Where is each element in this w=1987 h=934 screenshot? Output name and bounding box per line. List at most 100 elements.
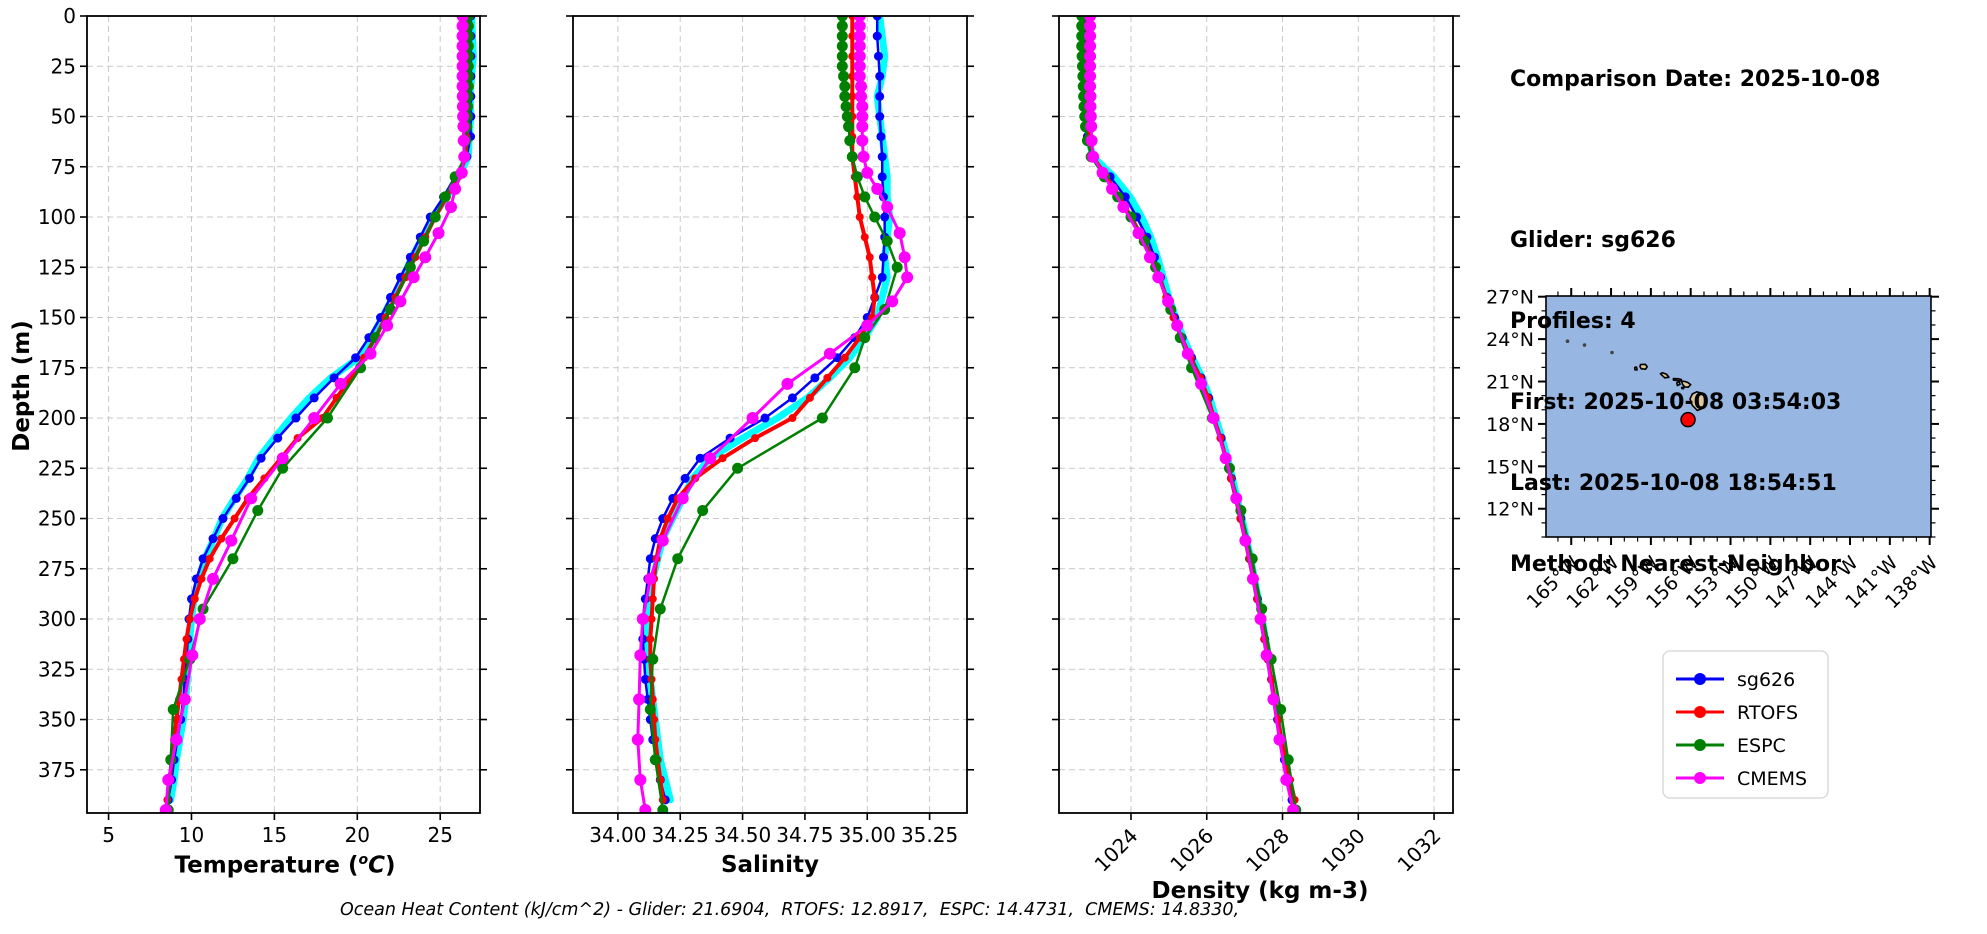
series-marker-ESPC xyxy=(672,553,684,565)
legend-label-ESPC: ESPC xyxy=(1737,735,1786,757)
series-marker-CMEMS xyxy=(458,150,471,163)
map-ocean xyxy=(1546,296,1931,537)
series-line-sg626_raw xyxy=(1082,16,1297,804)
series-marker-CMEMS xyxy=(1287,803,1300,813)
axes-spines xyxy=(86,15,481,814)
depth-tick-label: 325 xyxy=(38,657,76,681)
series-marker-CMEMS xyxy=(823,347,836,360)
map-island xyxy=(1672,377,1683,382)
series-marker-sg626 xyxy=(273,433,283,443)
series-marker-RTOFS xyxy=(860,233,869,242)
series-marker-CMEMS xyxy=(276,452,289,465)
legend-marker-sg626 xyxy=(1694,673,1706,685)
series-marker-CMEMS xyxy=(857,150,870,163)
series-marker-sg626 xyxy=(640,674,650,684)
series-marker-CMEMS xyxy=(676,492,689,505)
x-tick-label: 1028 xyxy=(1241,824,1294,877)
info-spacer xyxy=(1510,147,1880,173)
series-marker-sg626 xyxy=(680,473,690,483)
series-marker-RTOFS xyxy=(647,615,656,624)
depth-tick-label: 25 xyxy=(51,54,76,78)
series-marker-CMEMS xyxy=(1096,166,1109,179)
series-marker-CMEMS xyxy=(456,70,469,83)
degree-sup: o xyxy=(358,852,369,868)
series-marker-CMEMS xyxy=(1085,134,1098,147)
series-marker-CMEMS xyxy=(456,50,469,63)
series-marker-ESPC xyxy=(644,703,656,715)
series-line-RTOFS xyxy=(648,16,877,802)
series-marker-sg626 xyxy=(875,91,885,101)
map-island xyxy=(1659,371,1670,379)
series-line-sg626 xyxy=(641,16,886,802)
series-marker-sg626 xyxy=(877,152,887,162)
series-marker-ESPC xyxy=(891,261,903,273)
series-marker-RTOFS xyxy=(751,434,760,443)
series-marker-ESPC xyxy=(846,151,858,163)
x-tick-label: 35.00 xyxy=(839,823,896,847)
series-marker-CMEMS xyxy=(456,80,469,93)
series-marker-CMEMS xyxy=(225,534,238,547)
series-marker-CMEMS xyxy=(1152,271,1165,284)
series-marker-CMEMS xyxy=(1280,773,1293,786)
x-tick-label: 1030 xyxy=(1317,824,1370,877)
salinity-axis-label: Salinity xyxy=(720,852,820,878)
map-island xyxy=(1680,386,1685,390)
series-line-RTOFS xyxy=(1085,16,1297,802)
series-marker-ESPC xyxy=(836,40,848,52)
x-tick-label: 20 xyxy=(345,823,370,847)
series-marker-ESPC xyxy=(404,261,416,273)
legend-label-CMEMS: CMEMS xyxy=(1737,768,1807,790)
info-panel: Comparison Date: 2025-10-08 Glider: sg62… xyxy=(1510,12,1880,632)
series-marker-CMEMS xyxy=(656,534,669,547)
temperature-axis-label: Temperature (oC) xyxy=(174,852,396,879)
legend-box xyxy=(1662,650,1829,799)
series-marker-RTOFS xyxy=(853,192,862,201)
series-marker-CMEMS xyxy=(455,166,468,179)
series-marker-ESPC xyxy=(1076,40,1088,52)
series-marker-RTOFS xyxy=(865,253,874,262)
series-marker-CMEMS xyxy=(162,773,175,786)
series-marker-CMEMS xyxy=(856,100,869,113)
map-islet xyxy=(1582,343,1587,347)
series-marker-ESPC xyxy=(1076,30,1088,42)
series-marker-CMEMS xyxy=(1207,412,1220,425)
series-marker-CMEMS xyxy=(1260,649,1273,662)
x-tick-label: 35.25 xyxy=(901,823,958,847)
series-marker-ESPC xyxy=(836,50,848,62)
series-marker-CMEMS xyxy=(1117,200,1130,213)
x-tick-label: 5 xyxy=(102,823,115,847)
series-marker-ESPC xyxy=(836,60,848,72)
series-marker-ESPC xyxy=(657,804,669,813)
series-marker-CMEMS xyxy=(1162,295,1175,308)
map-island xyxy=(1676,381,1681,387)
series-marker-CMEMS xyxy=(881,200,894,213)
series-marker-CMEMS xyxy=(178,693,191,706)
series-marker-CMEMS xyxy=(456,90,469,103)
ocean-heat-content-caption: Ocean Heat Content (kJ/cm^2) - Glider: 2… xyxy=(340,900,1240,920)
series-marker-RTOFS xyxy=(718,454,727,463)
series-marker-sg626 xyxy=(309,393,319,403)
series-marker-sg626 xyxy=(231,493,241,503)
depth-tick-label: 275 xyxy=(38,557,76,581)
series-marker-CMEMS xyxy=(456,100,469,113)
x-tick-label: 10 xyxy=(179,823,204,847)
profiles-count-text: Profiles: 4 xyxy=(1510,309,1636,334)
series-marker-ESPC xyxy=(816,412,828,424)
series-marker-CMEMS xyxy=(1084,40,1097,53)
series-marker-CMEMS xyxy=(170,733,183,746)
series-marker-RTOFS xyxy=(230,514,239,523)
series-marker-CMEMS xyxy=(1143,251,1156,264)
series-marker-CMEMS xyxy=(861,319,874,332)
legend-label-sg626: sg626 xyxy=(1737,669,1795,691)
series-marker-CMEMS xyxy=(444,200,457,213)
series-marker-ESPC xyxy=(869,211,881,223)
series-marker-CMEMS xyxy=(1267,693,1280,706)
series-marker-CMEMS xyxy=(1132,227,1145,240)
series-marker-ESPC xyxy=(844,135,856,147)
series-marker-CMEMS xyxy=(394,295,407,308)
series-marker-CMEMS xyxy=(855,90,868,103)
series-marker-RTOFS xyxy=(823,373,832,382)
series-marker-CMEMS xyxy=(1084,90,1097,103)
series-marker-sg626 xyxy=(873,51,883,61)
series-marker-CMEMS xyxy=(1084,110,1097,123)
